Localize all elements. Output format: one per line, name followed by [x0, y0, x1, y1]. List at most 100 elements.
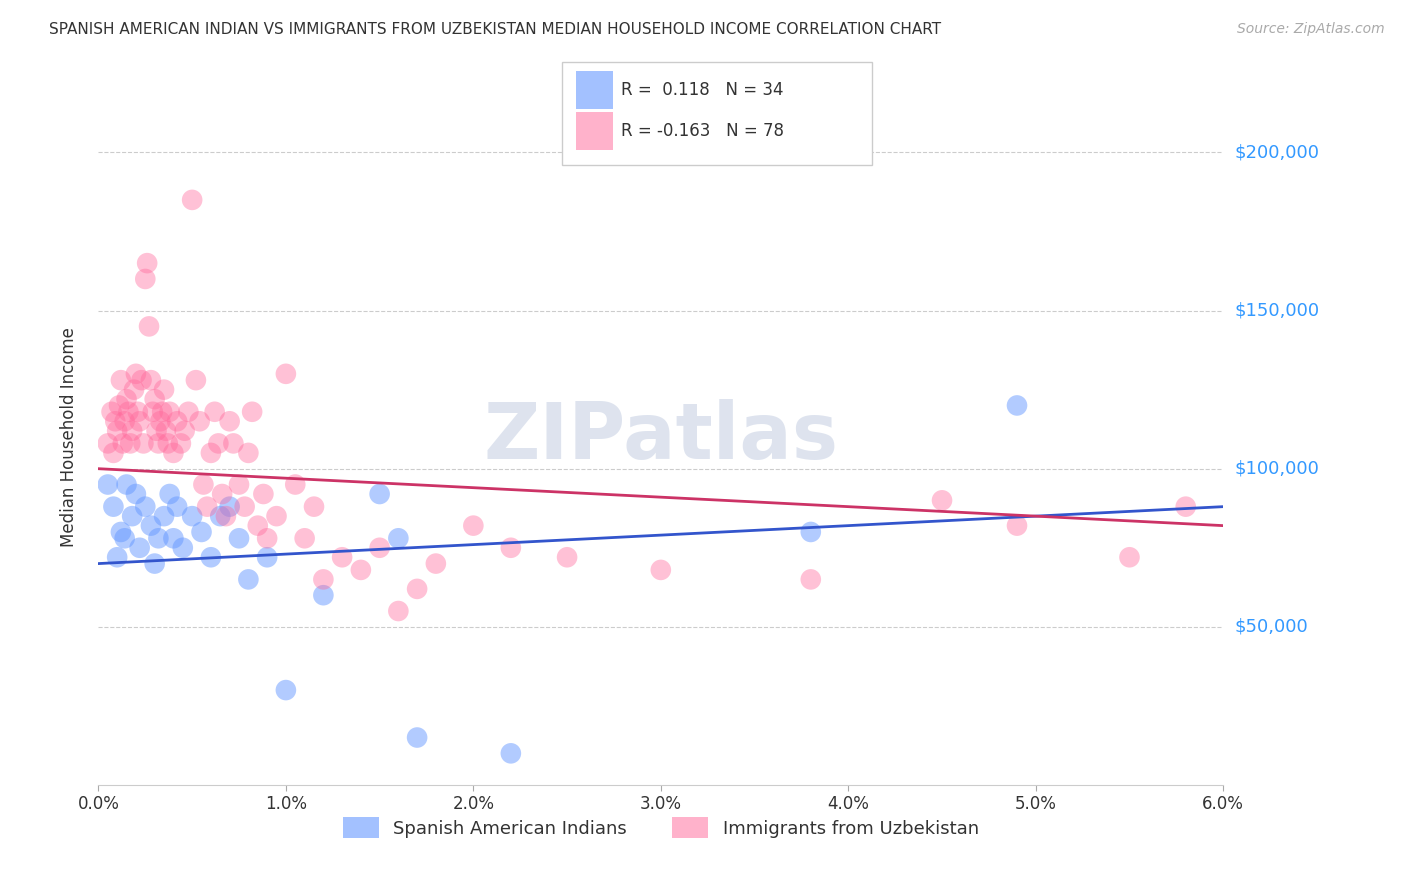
Point — [184, 373, 207, 387]
Point — [110, 373, 132, 387]
Point — [387, 531, 409, 545]
Point — [136, 256, 159, 270]
Point — [149, 414, 172, 428]
Point — [122, 383, 145, 397]
Point — [499, 541, 522, 555]
Point — [120, 436, 142, 450]
Point — [117, 405, 139, 419]
Point — [134, 272, 156, 286]
Text: R =  0.118   N = 34: R = 0.118 N = 34 — [621, 81, 785, 99]
Point — [218, 500, 240, 514]
Point — [108, 399, 131, 413]
Point — [139, 518, 162, 533]
Point — [218, 414, 240, 428]
Point — [125, 487, 148, 501]
Text: $100,000: $100,000 — [1234, 459, 1319, 478]
Point — [207, 436, 229, 450]
Point — [238, 446, 260, 460]
Point — [1005, 399, 1028, 413]
Point — [128, 541, 150, 555]
Point — [105, 550, 128, 565]
Point — [155, 424, 177, 438]
Point — [406, 582, 429, 596]
Point — [125, 367, 148, 381]
Y-axis label: Median Household Income: Median Household Income — [59, 327, 77, 547]
Point — [256, 531, 278, 545]
Point — [153, 383, 176, 397]
Point — [127, 405, 149, 419]
Point — [463, 518, 485, 533]
Point — [142, 405, 165, 419]
Point — [330, 550, 353, 565]
Point — [294, 531, 316, 545]
Point — [172, 541, 194, 555]
Point — [800, 524, 823, 539]
Point — [132, 436, 155, 450]
Point — [1174, 500, 1197, 514]
Point — [222, 436, 245, 450]
Point — [302, 500, 325, 514]
Point — [181, 509, 204, 524]
Point — [200, 550, 222, 565]
Point — [115, 392, 138, 406]
Point — [143, 557, 166, 571]
Point — [121, 424, 143, 438]
Point — [215, 509, 238, 524]
Point — [166, 414, 188, 428]
Point — [211, 487, 233, 501]
Point — [350, 563, 373, 577]
Point — [148, 531, 170, 545]
Point — [159, 487, 181, 501]
Point — [97, 477, 120, 491]
Point — [173, 424, 195, 438]
Point — [115, 477, 138, 491]
Point — [650, 563, 672, 577]
Point — [406, 731, 429, 745]
Text: Source: ZipAtlas.com: Source: ZipAtlas.com — [1237, 22, 1385, 37]
Point — [204, 405, 226, 419]
Point — [188, 414, 211, 428]
Point — [368, 487, 391, 501]
Legend: Spanish American Indians, Immigrants from Uzbekistan: Spanish American Indians, Immigrants fro… — [336, 810, 986, 846]
Point — [931, 493, 953, 508]
Point — [1118, 550, 1140, 565]
Point — [228, 531, 250, 545]
Point — [190, 524, 212, 539]
Point — [128, 414, 150, 428]
Point — [138, 319, 160, 334]
Point — [195, 500, 218, 514]
Point — [114, 531, 136, 545]
Point — [100, 405, 122, 419]
Point — [139, 373, 162, 387]
Text: R = -0.163   N = 78: R = -0.163 N = 78 — [621, 122, 785, 140]
Point — [256, 550, 278, 565]
Text: ZIPatlas: ZIPatlas — [484, 399, 838, 475]
Point — [252, 487, 274, 501]
Point — [228, 477, 250, 491]
Point — [145, 424, 167, 438]
Point — [499, 747, 522, 761]
Point — [134, 500, 156, 514]
Text: $200,000: $200,000 — [1234, 144, 1319, 161]
Point — [177, 405, 200, 419]
Point — [233, 500, 256, 514]
Point — [105, 424, 128, 438]
Point — [193, 477, 215, 491]
Point — [274, 683, 297, 698]
Point — [150, 405, 173, 419]
Point — [284, 477, 307, 491]
Point — [368, 541, 391, 555]
Point — [148, 436, 170, 450]
Point — [143, 392, 166, 406]
Point — [425, 557, 447, 571]
Point — [156, 436, 179, 450]
Point — [266, 509, 288, 524]
Point — [387, 604, 409, 618]
Point — [800, 573, 823, 587]
Point — [312, 573, 335, 587]
Point — [103, 446, 125, 460]
Point — [170, 436, 193, 450]
Point — [110, 524, 132, 539]
Point — [200, 446, 222, 460]
Point — [103, 500, 125, 514]
